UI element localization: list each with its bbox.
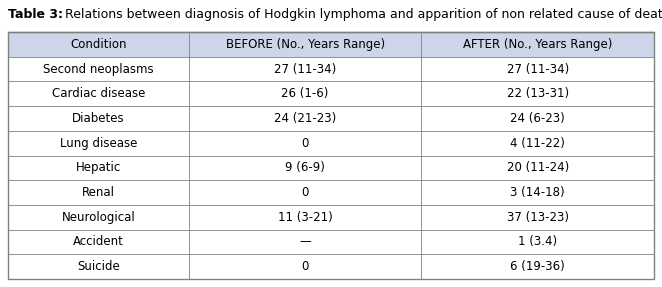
Text: 4 (11-22): 4 (11-22)	[510, 137, 565, 150]
Text: 37 (13-23): 37 (13-23)	[506, 211, 569, 224]
Bar	[8, 106, 654, 131]
Text: Accident: Accident	[73, 235, 124, 249]
Text: 11 (3-21): 11 (3-21)	[278, 211, 332, 224]
Text: 27 (11-34): 27 (11-34)	[506, 63, 569, 75]
Text: Table 3:: Table 3:	[8, 8, 63, 21]
Text: —: —	[299, 235, 311, 249]
Bar	[8, 32, 654, 279]
Text: 1 (3.4): 1 (3.4)	[518, 235, 557, 249]
Text: 22 (13-31): 22 (13-31)	[506, 87, 569, 100]
Text: 0: 0	[301, 260, 309, 273]
Bar	[8, 32, 654, 57]
Text: Suicide: Suicide	[77, 260, 120, 273]
Bar	[8, 131, 654, 156]
Bar	[8, 156, 654, 180]
Text: 0: 0	[301, 186, 309, 199]
Bar	[8, 57, 654, 82]
Text: Lung disease: Lung disease	[60, 137, 137, 150]
Text: Condition: Condition	[70, 38, 126, 51]
Text: 6 (19-36): 6 (19-36)	[510, 260, 565, 273]
Text: Cardiac disease: Cardiac disease	[52, 87, 145, 100]
Text: 26 (1-6): 26 (1-6)	[281, 87, 329, 100]
Text: 9 (6-9): 9 (6-9)	[285, 161, 325, 174]
Text: BEFORE (No., Years Range): BEFORE (No., Years Range)	[226, 38, 385, 51]
Text: Second neoplasms: Second neoplasms	[43, 63, 154, 75]
Text: 0: 0	[301, 137, 309, 150]
Text: Renal: Renal	[82, 186, 115, 199]
Text: 20 (11-24): 20 (11-24)	[506, 161, 569, 174]
Text: 24 (21-23): 24 (21-23)	[274, 112, 336, 125]
Bar	[8, 180, 654, 205]
Text: Diabetes: Diabetes	[72, 112, 124, 125]
Text: 24 (6-23): 24 (6-23)	[510, 112, 565, 125]
Bar	[8, 230, 654, 254]
Bar	[8, 254, 654, 279]
Text: 3 (14-18): 3 (14-18)	[510, 186, 565, 199]
Bar	[8, 205, 654, 230]
Bar	[8, 82, 654, 106]
Text: Hepatic: Hepatic	[76, 161, 121, 174]
Text: 27 (11-34): 27 (11-34)	[274, 63, 336, 75]
Text: AFTER (No., Years Range): AFTER (No., Years Range)	[463, 38, 612, 51]
Text: Relations between diagnosis of Hodgkin lymphoma and apparition of non related ca: Relations between diagnosis of Hodgkin l…	[61, 8, 662, 21]
Text: Neurological: Neurological	[62, 211, 135, 224]
